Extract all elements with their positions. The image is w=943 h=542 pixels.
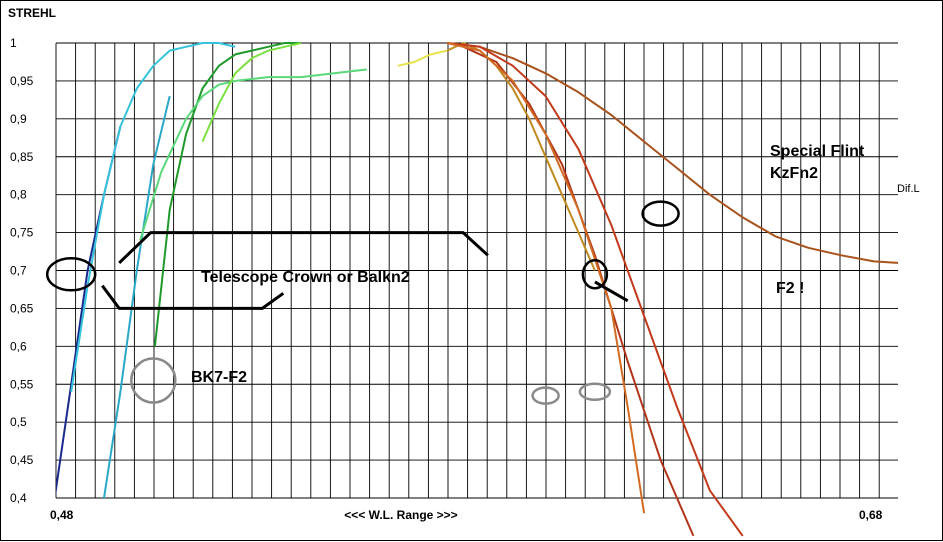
series-line-8 — [446, 42, 898, 264]
series-line-0 — [56, 126, 122, 497]
y-tick-label: 0,8 — [10, 188, 27, 202]
series-line-3 — [153, 42, 301, 347]
marker-ellipse — [531, 386, 560, 405]
y-tick-label: 1 — [10, 36, 17, 50]
annotation-dif-l: Dif.L — [897, 183, 920, 195]
y-tick-label: 0,55 — [10, 377, 34, 391]
overlay-layer — [45, 200, 680, 405]
series-line-5 — [201, 42, 302, 142]
y-tick-label: 0,75 — [10, 226, 34, 240]
series-line-11 — [446, 42, 646, 514]
series-line-4 — [139, 68, 367, 241]
x-tick-label-left: 0,48 — [50, 508, 74, 522]
series-line-1 — [70, 42, 236, 392]
series-line-2 — [103, 95, 171, 499]
series-line-10 — [463, 45, 695, 537]
x-axis-label: <<< W.L. Range >>> — [344, 508, 457, 522]
marker-ellipse — [45, 257, 97, 292]
annotation-special-flint: Special Flint — [770, 143, 865, 160]
grid — [55, 42, 898, 499]
marker-ellipse — [130, 357, 177, 404]
annotation-f2: F2 ! — [776, 280, 804, 297]
marker-ellipse — [641, 200, 680, 227]
bracket-line-2 — [594, 280, 629, 303]
marker-ellipse — [578, 382, 612, 402]
annotation-telescope-crown: Telescope Crown or Balkn2 — [201, 269, 410, 286]
y-tick-label: 0,85 — [10, 150, 34, 164]
bracket-line-1 — [101, 284, 285, 310]
text-layer: STREHL <<< W.L. Range >>> 0,48 0,68 Tele… — [8, 6, 920, 522]
y-axis-label: STREHL — [8, 6, 56, 20]
y-tick-label: 0,9 — [10, 112, 27, 126]
y-tick-label: 0,4 — [10, 491, 27, 505]
y-tick-label: 0,95 — [10, 74, 34, 88]
y-tick-label: 0,5 — [10, 415, 27, 429]
series-layer — [56, 42, 898, 537]
y-tick-label: 0,6 — [10, 339, 27, 353]
x-tick-label-right: 0,68 — [859, 508, 883, 522]
y-tick-label: 0,45 — [10, 453, 34, 467]
annotation-kzfn2: KzFn2 — [770, 165, 818, 182]
bracket-line-0 — [118, 231, 489, 264]
annotation-bk7-f2: BK7-F2 — [191, 369, 247, 386]
series-line-6 — [397, 49, 448, 67]
series-line-9 — [446, 42, 744, 537]
y-tick-label: 0,7 — [10, 264, 27, 278]
marker-ellipse — [581, 259, 609, 290]
y-tick-label: 0,65 — [10, 301, 34, 315]
